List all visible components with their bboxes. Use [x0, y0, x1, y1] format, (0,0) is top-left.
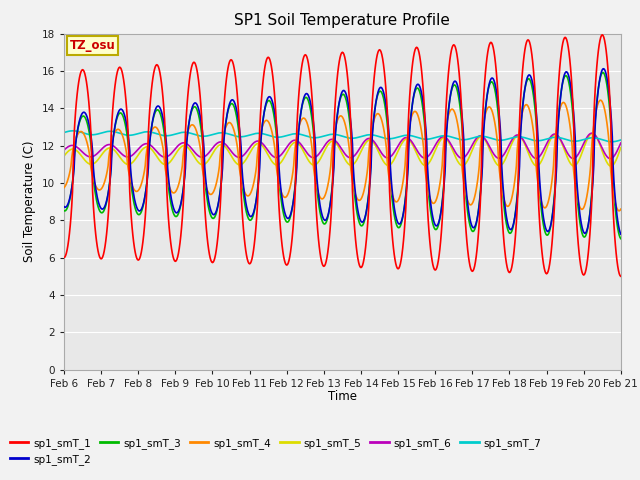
Line: sp1_smT_6: sp1_smT_6 [64, 133, 621, 158]
sp1_smT_6 [206, 148, 214, 154]
sp1_smT_3 [206, 211, 214, 216]
sp1_smT_2 [600, 66, 607, 72]
sp1_smT_3 [182, 143, 190, 148]
sp1_smT_5 [206, 155, 214, 161]
sp1_smT_3 [566, 84, 573, 90]
sp1_smT_1 [598, 32, 606, 38]
sp1_smT_2 [617, 231, 625, 237]
sp1_smT_6 [566, 154, 573, 159]
sp1_smT_4 [616, 208, 623, 214]
sp1_smT_2 [388, 185, 396, 191]
sp1_smT_1 [443, 92, 451, 97]
sp1_smT_6 [182, 141, 190, 146]
sp1_smT_2 [60, 204, 68, 209]
sp1_smT_3 [443, 123, 451, 129]
sp1_smT_4 [617, 206, 625, 212]
Text: TZ_osu: TZ_osu [70, 39, 115, 52]
sp1_smT_7 [207, 132, 215, 138]
sp1_smT_5 [588, 131, 596, 136]
sp1_smT_1 [388, 228, 396, 234]
sp1_smT_6 [443, 135, 451, 141]
sp1_smT_1 [206, 255, 214, 261]
sp1_smT_3 [599, 70, 607, 75]
sp1_smT_7 [69, 128, 77, 133]
sp1_smT_5 [334, 143, 342, 148]
sp1_smT_4 [60, 185, 68, 191]
sp1_smT_4 [566, 121, 573, 127]
sp1_smT_5 [182, 144, 190, 149]
sp1_smT_7 [335, 132, 342, 138]
sp1_smT_4 [443, 120, 451, 125]
X-axis label: Time: Time [328, 390, 357, 403]
Legend: sp1_smT_1, sp1_smT_2, sp1_smT_3, sp1_smT_4, sp1_smT_5, sp1_smT_6, sp1_smT_7: sp1_smT_1, sp1_smT_2, sp1_smT_3, sp1_smT… [6, 433, 546, 469]
sp1_smT_5 [60, 153, 68, 159]
sp1_smT_4 [182, 134, 190, 140]
sp1_smT_2 [334, 109, 342, 115]
sp1_smT_5 [388, 160, 396, 166]
sp1_smT_6 [334, 141, 342, 146]
sp1_smT_6 [617, 140, 625, 146]
sp1_smT_4 [334, 117, 342, 122]
sp1_smT_5 [566, 159, 573, 165]
sp1_smT_6 [60, 147, 68, 153]
sp1_smT_5 [443, 136, 451, 142]
sp1_smT_7 [60, 130, 68, 135]
sp1_smT_3 [617, 236, 625, 241]
sp1_smT_6 [388, 153, 396, 158]
sp1_smT_7 [183, 130, 191, 135]
sp1_smT_1 [566, 57, 573, 62]
sp1_smT_2 [182, 146, 190, 152]
Line: sp1_smT_2: sp1_smT_2 [64, 69, 621, 234]
sp1_smT_7 [608, 139, 616, 144]
sp1_smT_4 [597, 97, 605, 103]
sp1_smT_2 [443, 127, 451, 132]
sp1_smT_5 [617, 145, 625, 151]
sp1_smT_4 [206, 192, 214, 197]
Line: sp1_smT_3: sp1_smT_3 [64, 72, 621, 239]
sp1_smT_6 [588, 131, 596, 136]
sp1_smT_3 [60, 208, 68, 214]
sp1_smT_7 [617, 137, 625, 143]
sp1_smT_4 [388, 190, 396, 196]
Line: sp1_smT_1: sp1_smT_1 [64, 35, 621, 276]
Y-axis label: Soil Temperature (C): Soil Temperature (C) [23, 141, 36, 263]
sp1_smT_6 [606, 156, 614, 161]
sp1_smT_1 [182, 115, 190, 121]
sp1_smT_2 [566, 78, 573, 84]
sp1_smT_7 [389, 135, 397, 141]
sp1_smT_7 [566, 138, 574, 144]
Line: sp1_smT_7: sp1_smT_7 [64, 131, 621, 142]
sp1_smT_2 [206, 205, 214, 211]
sp1_smT_1 [617, 274, 625, 279]
sp1_smT_3 [388, 194, 396, 200]
Line: sp1_smT_5: sp1_smT_5 [64, 133, 621, 166]
Line: sp1_smT_4: sp1_smT_4 [64, 100, 621, 211]
sp1_smT_5 [607, 163, 614, 169]
sp1_smT_7 [444, 133, 451, 139]
sp1_smT_1 [334, 70, 342, 75]
Title: SP1 Soil Temperature Profile: SP1 Soil Temperature Profile [234, 13, 451, 28]
sp1_smT_1 [60, 255, 68, 261]
sp1_smT_3 [334, 108, 342, 114]
